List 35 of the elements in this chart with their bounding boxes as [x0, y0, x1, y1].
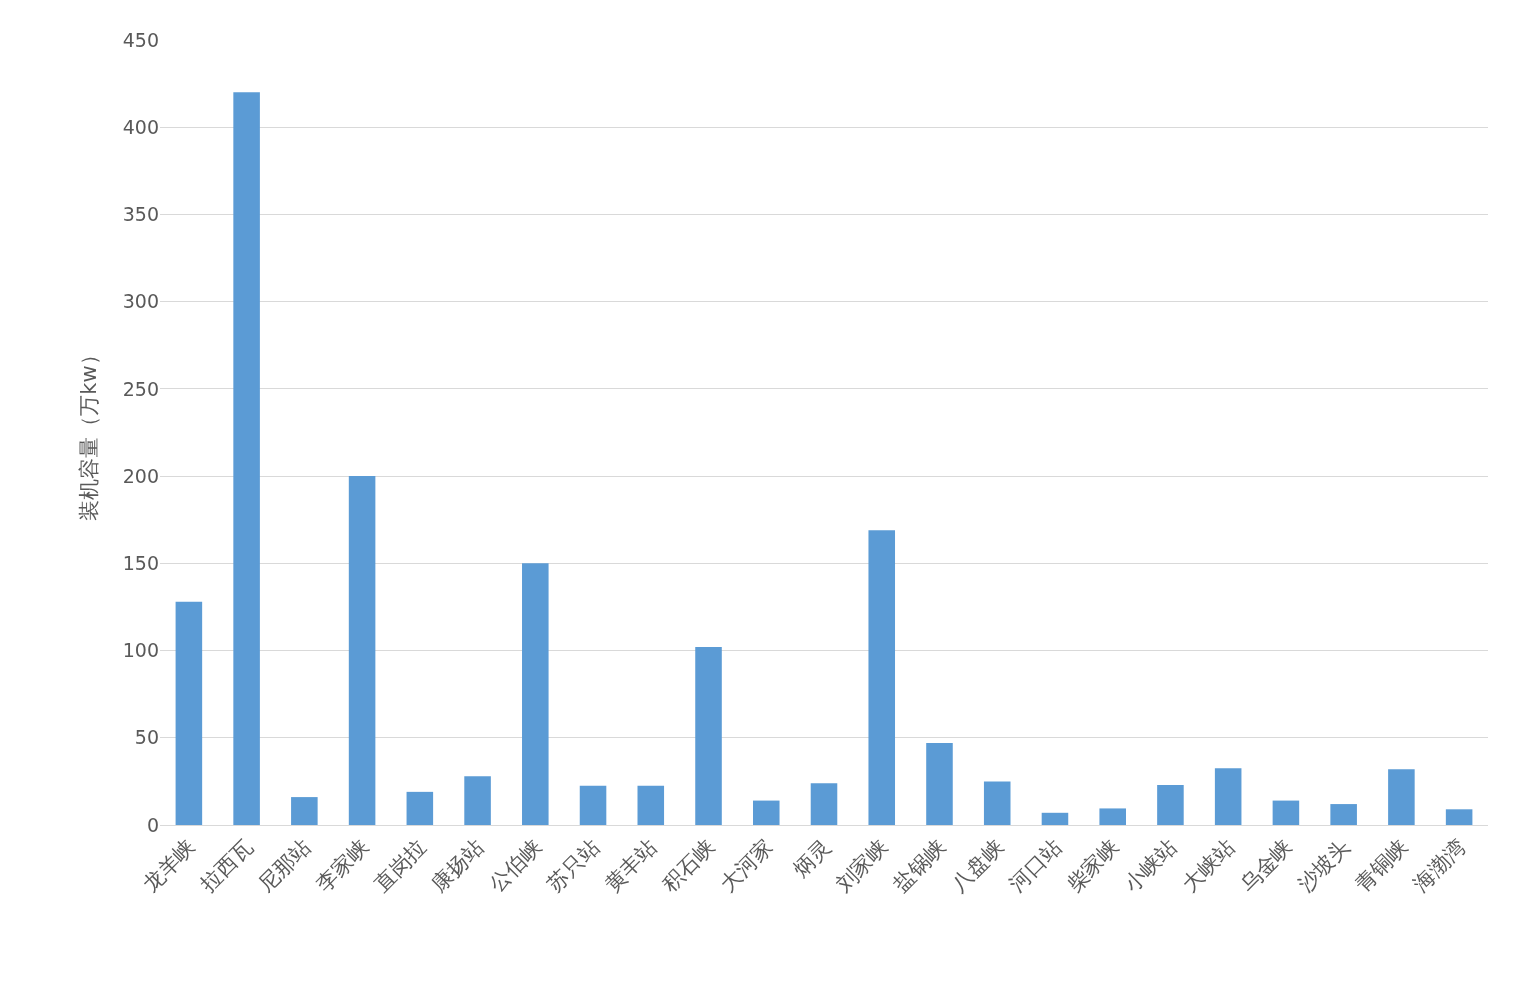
bar [752, 800, 780, 825]
y-tick-label: 200 [122, 464, 159, 487]
bar [291, 797, 318, 825]
bar [579, 785, 607, 825]
bar [1157, 784, 1184, 825]
bar [1388, 769, 1415, 825]
x-tick-label: 炳灵 [788, 834, 835, 882]
y-tick-label: 250 [122, 377, 159, 400]
bar [868, 530, 896, 825]
bar [1272, 800, 1300, 825]
bar [233, 92, 260, 825]
bar [810, 783, 838, 825]
bar [1214, 768, 1242, 825]
bar [637, 785, 665, 825]
y-tick-label: 300 [122, 290, 159, 313]
bar [175, 601, 203, 825]
y-tick-label: 400 [122, 115, 159, 138]
bar [406, 791, 434, 825]
bar [522, 563, 549, 825]
bar [1330, 804, 1357, 825]
y-tick-label: 350 [122, 203, 159, 226]
bar [1041, 812, 1069, 825]
bar [1099, 808, 1126, 825]
y-tick-label: 0 [146, 813, 159, 836]
y-tick-label: 150 [122, 551, 159, 574]
bar [1445, 809, 1473, 825]
y-tick-label: 450 [122, 28, 159, 51]
bar [983, 781, 1011, 825]
bar [926, 743, 953, 825]
bar [464, 776, 491, 825]
y-tick-label: 50 [134, 726, 159, 749]
y-axis-title: 装机容量（万kw） [76, 344, 101, 521]
bar [348, 476, 376, 825]
y-tick-label: 100 [122, 639, 159, 662]
bar [695, 647, 722, 825]
